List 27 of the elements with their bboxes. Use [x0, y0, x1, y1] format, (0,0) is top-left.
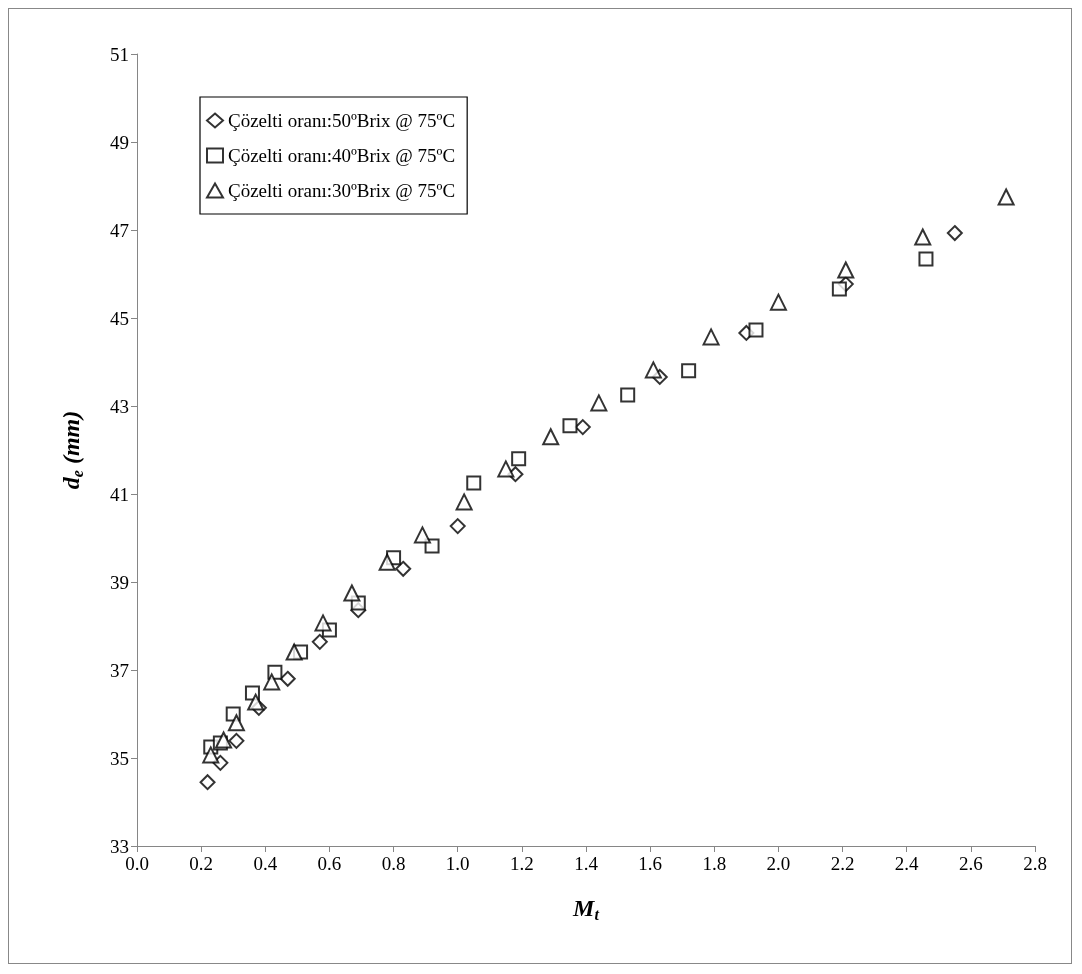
- x-tick-label: 1.8: [702, 853, 727, 874]
- legend-label: Çözelti oranı:30ºBrix @ 75ºC: [228, 180, 456, 201]
- y-tick-label: 35: [110, 747, 129, 769]
- y-tick-label: 47: [110, 219, 129, 241]
- x-tick-label: 1.2: [509, 853, 534, 874]
- legend-label: Çözelti oranı:40ºBrix @ 75ºC: [228, 145, 456, 166]
- x-tick-label: 1.4: [574, 853, 599, 874]
- x-tick-label: 0.6: [317, 853, 342, 874]
- y-tick-label: 45: [110, 307, 129, 329]
- x-tick-label: 0.8: [381, 853, 406, 874]
- x-tick-label: 2.4: [894, 853, 920, 874]
- y-tick-label: 39: [110, 571, 129, 593]
- x-tick-label: 1.0: [445, 853, 470, 874]
- x-tick-label: 2.8: [1023, 853, 1047, 874]
- x-tick-label: 2.0: [766, 853, 791, 874]
- x-tick-label: 0.2: [189, 853, 214, 874]
- y-tick-label: 51: [110, 43, 129, 65]
- y-tick-label: 41: [110, 483, 129, 505]
- x-tick-label: 2.6: [958, 853, 983, 874]
- x-tick-label: 1.6: [638, 853, 663, 874]
- y-axis-title: de (mm): [58, 410, 86, 490]
- y-tick-label: 37: [110, 659, 129, 681]
- x-tick-label: 0.4: [253, 853, 278, 874]
- y-tick-label: 43: [110, 395, 129, 417]
- x-tick-label: 2.2: [830, 853, 855, 874]
- legend-label: Çözelti oranı:50ºBrix @ 75ºC: [228, 110, 456, 131]
- y-tick-label: 49: [110, 131, 129, 153]
